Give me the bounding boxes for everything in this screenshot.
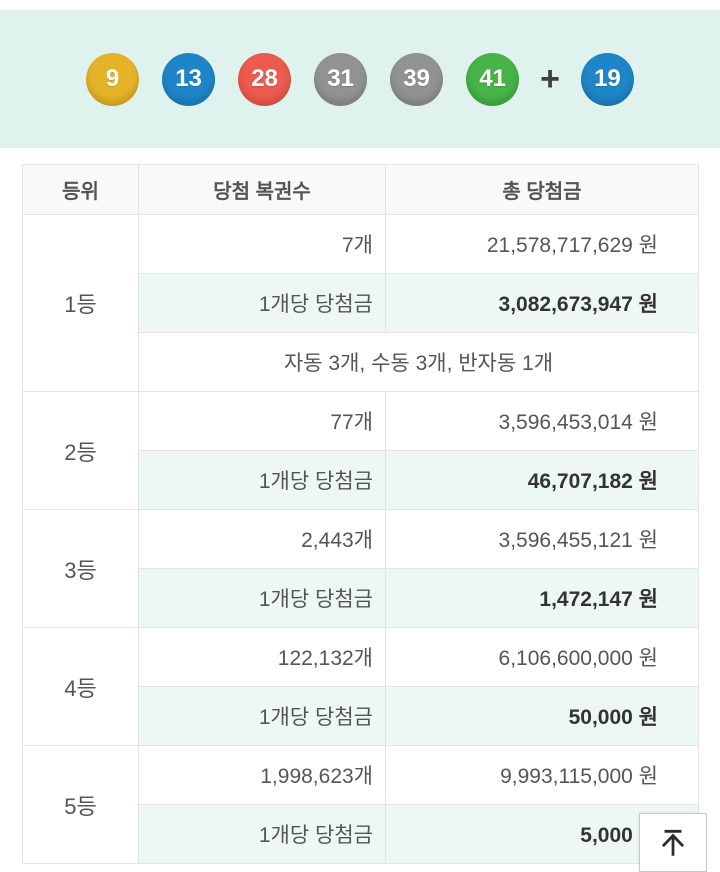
per-ticket-label: 1개당 당첨금	[138, 450, 386, 510]
rank-group-4: 4등 122,132개 6,106,600,000 원 1개당 당첨금 50,0…	[22, 627, 699, 746]
total-cell: 6,106,600,000 원	[385, 627, 699, 687]
table-row: 2등 77개 3,596,453,014 원	[22, 391, 699, 510]
lotto-ball: 13	[162, 52, 216, 106]
table-row: 3등 2,443개 3,596,455,121 원	[22, 509, 699, 628]
top-gap	[0, 0, 720, 10]
rank-cell: 4등	[22, 627, 139, 746]
rank-cell: 2등	[22, 391, 139, 510]
header-row: 등위 당첨 복권수 총 당첨금	[22, 164, 699, 215]
rank-group-2: 2등 77개 3,596,453,014 원 1개당 당첨금 46,707,18…	[22, 391, 699, 510]
top-arrow-icon	[656, 826, 690, 860]
table-row: 1등 7개 21,578,717,629 원	[22, 214, 699, 392]
rank-cell: 1등	[22, 214, 139, 392]
prize-table-wrap: 등위 당첨 복권수 총 당첨금 1등 7개 21,578,717,629 원 1…	[22, 164, 699, 864]
per-ticket-label: 1개당 당첨금	[138, 686, 386, 746]
rank-group-5: 5등 1,998,623개 9,993,115,000 원 1개당 당첨금 5,…	[22, 745, 699, 864]
count-cell: 2,443개	[138, 509, 386, 569]
table-row: 4등 122,132개 6,106,600,000 원	[22, 627, 699, 746]
count-cell: 1,998,623개	[138, 745, 386, 805]
lotto-ball: 39	[390, 52, 444, 106]
total-cell: 3,596,453,014 원	[385, 391, 699, 451]
lotto-ball: 9	[86, 52, 140, 106]
per-ticket-amount: 3,082,673,947 원	[385, 273, 699, 333]
plus-sign: +	[540, 60, 560, 98]
per-ticket-amount: 1,472,147 원	[385, 568, 699, 628]
count-cell: 77개	[138, 391, 386, 451]
table-row: 1개당 당첨금 50,000 원	[23, 686, 699, 746]
header-rank: 등위	[22, 164, 139, 215]
table-row: 5등 1,998,623개 9,993,115,000 원	[22, 745, 699, 864]
per-ticket-amount: 50,000 원	[385, 686, 699, 746]
count-cell: 7개	[138, 214, 386, 274]
table-row: 1개당 당첨금 1,472,147 원	[23, 568, 699, 628]
lotto-ball: 31	[314, 52, 368, 106]
scroll-to-top-button[interactable]	[639, 813, 707, 872]
per-ticket-amount: 46,707,182 원	[385, 450, 699, 510]
lotto-ball: 28	[238, 52, 292, 106]
table-row: 1개당 당첨금 3,082,673,947 원	[23, 273, 699, 333]
rank-group-1: 1등 7개 21,578,717,629 원 1개당 당첨금 3,082,673…	[22, 214, 699, 392]
prize-table: 등위 당첨 복권수 총 당첨금 1등 7개 21,578,717,629 원 1…	[22, 164, 699, 864]
table-row: 1개당 당첨금 46,707,182 원	[23, 450, 699, 510]
ticket-type-note: 자동 3개, 수동 3개, 반자동 1개	[138, 332, 699, 392]
total-cell: 3,596,455,121 원	[385, 509, 699, 569]
rank-group-3: 3등 2,443개 3,596,455,121 원 1개당 당첨금 1,472,…	[22, 509, 699, 628]
lotto-ball: 41	[466, 52, 520, 106]
per-ticket-label: 1개당 당첨금	[138, 273, 386, 333]
count-cell: 122,132개	[138, 627, 386, 687]
bonus-ball: 19	[580, 52, 634, 106]
rank-cell: 5등	[22, 745, 139, 864]
per-ticket-label: 1개당 당첨금	[138, 804, 386, 864]
per-ticket-label: 1개당 당첨금	[138, 568, 386, 628]
rank-cell: 3등	[22, 509, 139, 628]
header-count: 당첨 복권수	[138, 164, 386, 215]
total-cell: 21,578,717,629 원	[385, 214, 699, 274]
total-cell: 9,993,115,000 원	[385, 745, 699, 805]
header-total: 총 당첨금	[385, 164, 699, 215]
winning-numbers-banner: 9 13 28 31 39 41 + 19	[0, 10, 720, 148]
